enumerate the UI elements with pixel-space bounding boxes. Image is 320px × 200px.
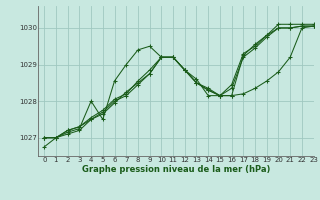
X-axis label: Graphe pression niveau de la mer (hPa): Graphe pression niveau de la mer (hPa) — [82, 165, 270, 174]
